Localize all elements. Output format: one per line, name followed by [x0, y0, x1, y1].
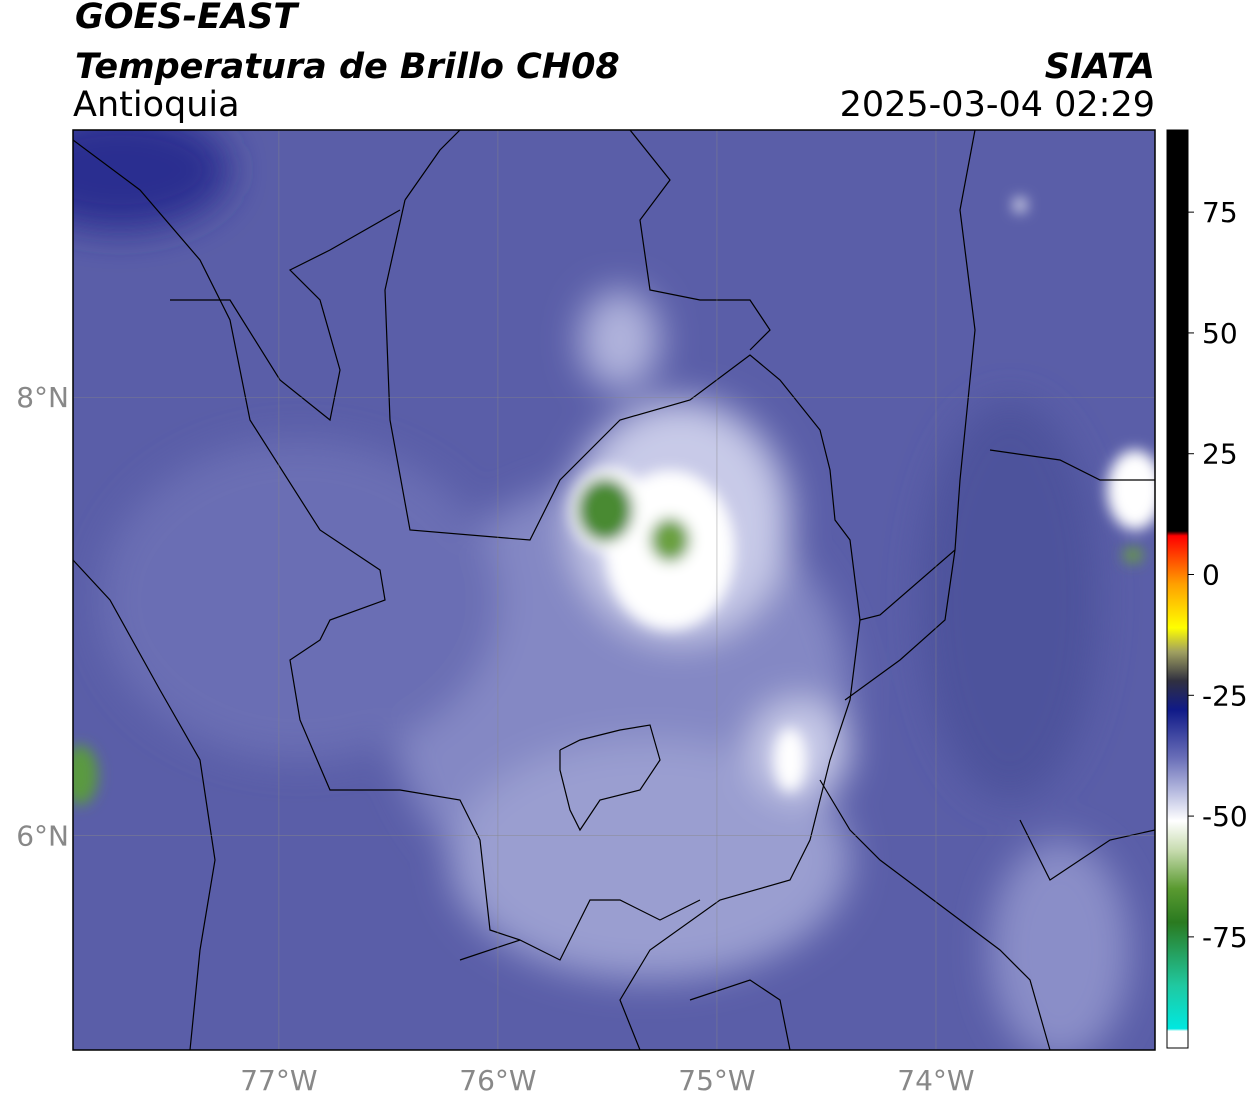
colorbar-tick-label: 50 — [1202, 317, 1238, 350]
subtitle: Temperatura de Brillo CH08 — [75, 47, 620, 87]
colorbar-tick-label: 0 — [1202, 559, 1220, 592]
colorbar-tick-label: 25 — [1202, 438, 1238, 471]
colorbar-tick-label: -50 — [1202, 800, 1248, 833]
y-tick-label: 8°N — [16, 381, 69, 414]
x-tick-label: 76°W — [459, 1064, 536, 1097]
timestamp: 2025-03-04 02:29 — [840, 85, 1155, 125]
colorbar-tick-label: 75 — [1202, 196, 1238, 229]
region: Antioquia — [73, 85, 240, 125]
colorbar — [1166, 129, 1189, 1049]
brand: SIATA — [1045, 47, 1155, 87]
x-tick-label: 75°W — [678, 1064, 755, 1097]
map-frame — [72, 129, 1156, 1051]
colorbar-tick-label: -75 — [1202, 921, 1248, 954]
colorbar-tick-label: -25 — [1202, 679, 1248, 712]
grid — [73, 130, 1155, 1050]
map-image — [73, 130, 1155, 1050]
x-tick-label: 74°W — [897, 1064, 974, 1097]
title: GOES-EAST — [75, 0, 300, 37]
y-tick-label: 6°N — [16, 819, 69, 852]
x-tick-label: 77°W — [240, 1064, 317, 1097]
